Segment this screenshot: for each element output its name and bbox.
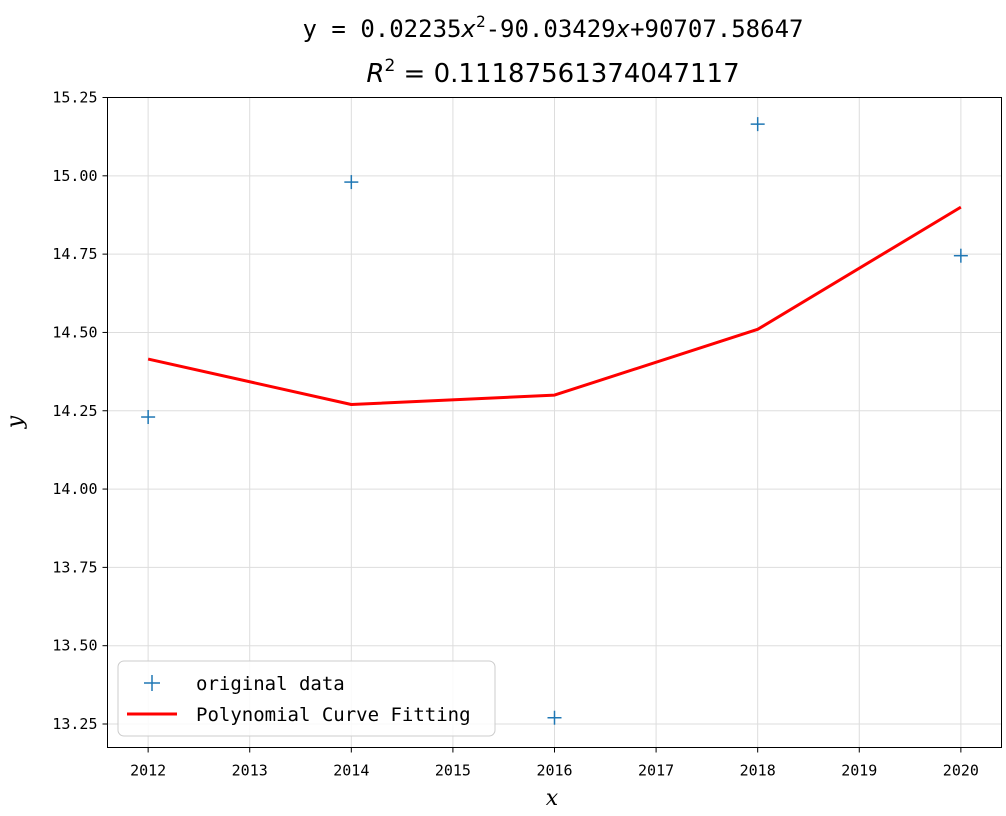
y-tick-label: 14.50: [52, 323, 97, 341]
data-point: [344, 175, 359, 190]
fit-line: [147, 205, 962, 406]
x-tick-label: 2017: [638, 762, 674, 780]
legend-label-original-data: original data: [196, 673, 345, 695]
x-tick-label: 2015: [435, 762, 471, 780]
x-axis-label: x: [546, 786, 559, 811]
x-tick-label: 2020: [943, 762, 979, 780]
x-tick-label: 2016: [536, 762, 572, 780]
legend-box: [117, 660, 496, 737]
legend-marker-original-data: [144, 675, 160, 691]
data-point: [953, 248, 968, 263]
y-tick-label: 15.25: [52, 89, 97, 107]
fit-line-layer: [147, 205, 962, 406]
data-point: [750, 117, 765, 132]
x-axis-ticks: 2012 2013 2014 2015 2016 2017 2018 2019 2020: [130, 747, 979, 780]
y-tick-label: 14.25: [52, 402, 97, 420]
y-tick-label: 13.50: [52, 637, 97, 655]
chart-subtitle: R2 = 0.11187561374047117: [366, 56, 739, 89]
y-tick-label: 14.75: [52, 245, 97, 263]
x-tick-label: 2013: [232, 762, 268, 780]
y-axis-ticks: 13.25 13.50 13.75 14.00 14.25 14.50 14.75 15.00…: [52, 89, 108, 733]
data-point: [141, 410, 156, 425]
x-tick-label: 2012: [130, 762, 166, 780]
x-tick-label: 2019: [841, 762, 877, 780]
y-tick-label: 13.25: [52, 715, 97, 733]
chart-title: y = 0.02235x2-90.03429x+90707.58647: [303, 12, 804, 43]
data-point-layer: [141, 117, 968, 725]
y-tick-label: 15.00: [52, 167, 97, 185]
x-tick-label: 2018: [740, 762, 776, 780]
y-axis-label: y: [3, 415, 28, 429]
y-tick-label: 14.00: [52, 480, 97, 498]
grid: [107, 97, 1002, 748]
data-point: [547, 710, 562, 725]
legend-label-polynomial-fit: Polynomial Curve Fitting: [196, 704, 471, 726]
legend: original data Polynomial Curve Fitting: [117, 660, 496, 737]
x-tick-label: 2014: [333, 762, 369, 780]
y-tick-label: 13.75: [52, 558, 97, 576]
